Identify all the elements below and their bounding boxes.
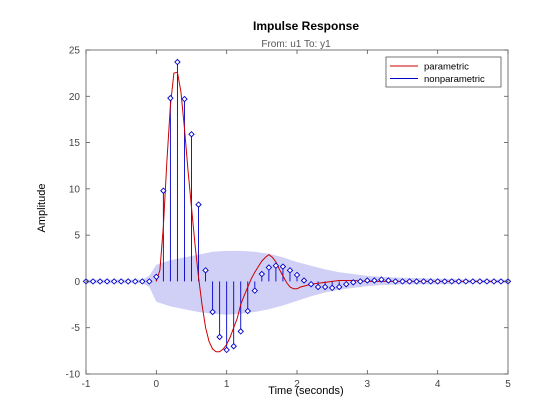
stem-marker — [202, 267, 209, 274]
stem-marker — [237, 328, 244, 335]
x-axis-label: Time (seconds) — [268, 385, 343, 397]
y-tick-label: 15 — [69, 138, 81, 149]
stem-marker — [448, 278, 455, 285]
stem-marker — [497, 278, 505, 285]
stem-marker — [124, 278, 132, 285]
stem-marker — [110, 278, 118, 285]
stem-marker — [420, 278, 427, 285]
chart-title: Impulse Response — [253, 19, 359, 33]
stem-marker — [117, 278, 125, 285]
stem-marker — [371, 277, 378, 284]
legend-box — [385, 56, 502, 88]
stem-marker — [293, 271, 301, 279]
stem-marker — [131, 278, 139, 285]
parametric-line — [155, 71, 508, 353]
y-ticks: -10 -5 0 5 10 15 20 25 — [66, 46, 508, 381]
stem-marker — [300, 277, 308, 284]
y-tick-label: 5 — [74, 231, 80, 242]
x-tick-label: 5 — [505, 379, 511, 390]
stem-marker — [153, 273, 160, 281]
y-tick-label: 20 — [69, 92, 81, 103]
stem-marker — [89, 278, 97, 285]
x-tick-label: 0 — [154, 379, 160, 390]
stem-marker — [244, 307, 252, 315]
stem-marker — [230, 342, 237, 350]
stem-marker — [209, 308, 216, 316]
stem-marker — [399, 278, 406, 285]
stem-marker — [385, 277, 392, 284]
stem-marker — [307, 280, 315, 288]
stem-marker — [321, 283, 329, 291]
stem-marker — [167, 94, 174, 102]
stem-marker — [350, 279, 357, 286]
x-tick-label: 2 — [294, 379, 300, 390]
parametric-line-layer — [155, 71, 508, 353]
stem-marker — [342, 280, 350, 288]
y-tick-label: 0 — [74, 277, 80, 288]
legend-label-nonparametric: nonparametric — [424, 74, 485, 85]
stem-marker — [174, 58, 181, 66]
stem-marker — [364, 277, 371, 284]
stem-marker — [427, 278, 434, 285]
y-tick-label: -5 — [71, 323, 80, 334]
stem-marker — [279, 263, 287, 270]
stem-marker — [314, 283, 322, 291]
stem-marker — [251, 287, 259, 294]
stem-marker — [139, 278, 146, 285]
y-axis-label: Amplitude — [36, 184, 48, 233]
stem-marker — [272, 262, 280, 269]
legend-label-parametric: parametric — [424, 62, 469, 73]
y-tick-label: -10 — [66, 370, 81, 381]
x-tick-label: 1 — [224, 379, 230, 390]
stem-marker — [96, 278, 104, 285]
stem-marker — [483, 278, 491, 285]
stem-marker — [469, 278, 477, 285]
stem-marker — [188, 131, 195, 138]
stem-marker — [265, 264, 273, 271]
stem-marker — [286, 267, 294, 274]
stem-marker — [462, 278, 470, 285]
stem-marker — [328, 284, 336, 292]
stem-marker — [160, 187, 167, 194]
stem-marker — [146, 278, 153, 285]
x-ticks: -1 0 1 2 3 4 5 — [82, 50, 511, 390]
stem-marker — [216, 333, 223, 341]
stem-marker — [455, 278, 463, 285]
x-tick-label: 4 — [435, 379, 441, 390]
stem-marker — [103, 278, 111, 285]
stem-marker — [413, 278, 420, 285]
plot-area — [86, 50, 508, 374]
stem-marker — [357, 278, 364, 285]
stem-marker — [441, 278, 448, 285]
stem-marker — [335, 283, 343, 291]
stem-marker — [258, 270, 266, 278]
y-tick-label: 10 — [69, 184, 81, 195]
stem-marker — [434, 278, 441, 285]
stem-marker — [181, 95, 188, 103]
stem-marker — [378, 276, 385, 283]
stem-marker — [195, 201, 202, 208]
y-tick-label: 25 — [69, 46, 81, 57]
stem-marker — [223, 346, 230, 354]
stem-marker — [392, 278, 399, 285]
legend: parametric nonparametric — [385, 56, 502, 88]
chart-subtitle: From: u1 To: y1 — [261, 39, 331, 50]
x-tick-label: 3 — [365, 379, 371, 390]
x-tick-label: -1 — [82, 379, 91, 390]
stem-marker — [476, 278, 484, 285]
stem-marker — [406, 278, 413, 285]
stem-marker — [490, 278, 498, 285]
